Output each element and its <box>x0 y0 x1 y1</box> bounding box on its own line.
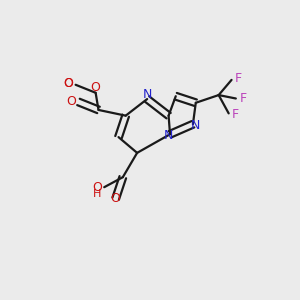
Text: O: O <box>111 192 121 205</box>
Text: O: O <box>91 81 100 94</box>
Text: N: N <box>164 129 173 142</box>
Text: F: F <box>231 108 239 121</box>
Text: O: O <box>66 95 76 108</box>
Text: N: N <box>191 119 200 132</box>
Text: F: F <box>234 72 242 85</box>
Text: O: O <box>64 77 74 90</box>
Text: N: N <box>142 88 152 101</box>
Text: O: O <box>92 181 102 194</box>
Text: O: O <box>64 77 74 90</box>
Text: H: H <box>93 189 101 199</box>
Text: F: F <box>239 92 247 105</box>
